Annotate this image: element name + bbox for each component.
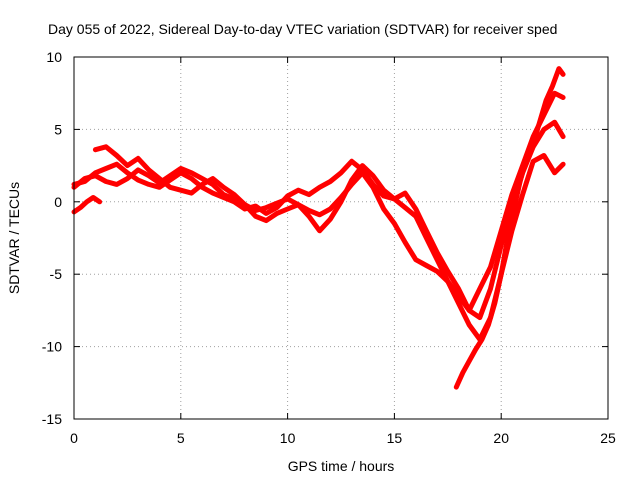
- series-line-day-1: [71, 90, 566, 313]
- plot-frame: [73, 56, 609, 420]
- series-layer: [71, 66, 566, 390]
- y-ticks: -15 -10 -5 0 5 10: [42, 49, 608, 427]
- y-tick-label: 5: [54, 121, 62, 137]
- x-axis-title: GPS time / hours: [288, 458, 395, 474]
- y-axis-title: SDTVAR / TECUs: [6, 182, 22, 294]
- series-line-day-2: [71, 119, 566, 321]
- y-tick-label: 0: [54, 194, 62, 210]
- y-tick-label: -10: [42, 339, 62, 355]
- x-tick-label: 0: [70, 430, 78, 446]
- gridlines: [74, 57, 608, 419]
- x-tick-label: 15: [387, 430, 403, 446]
- y-tick-label: 10: [46, 49, 62, 65]
- x-tick-label: 5: [177, 430, 185, 446]
- y-tick-label: -5: [50, 266, 63, 282]
- x-ticks: 0 5 10 15 20 25: [70, 57, 616, 446]
- x-tick-label: 20: [493, 430, 509, 446]
- series-line-day-5: [453, 66, 566, 390]
- series-line-day-4: [71, 195, 103, 215]
- chart-title: Day 055 of 2022, Sidereal Day-to-day VTE…: [48, 21, 557, 37]
- y-tick-label: -15: [42, 411, 62, 427]
- x-tick-label: 10: [280, 430, 296, 446]
- x-tick-label: 25: [600, 430, 616, 446]
